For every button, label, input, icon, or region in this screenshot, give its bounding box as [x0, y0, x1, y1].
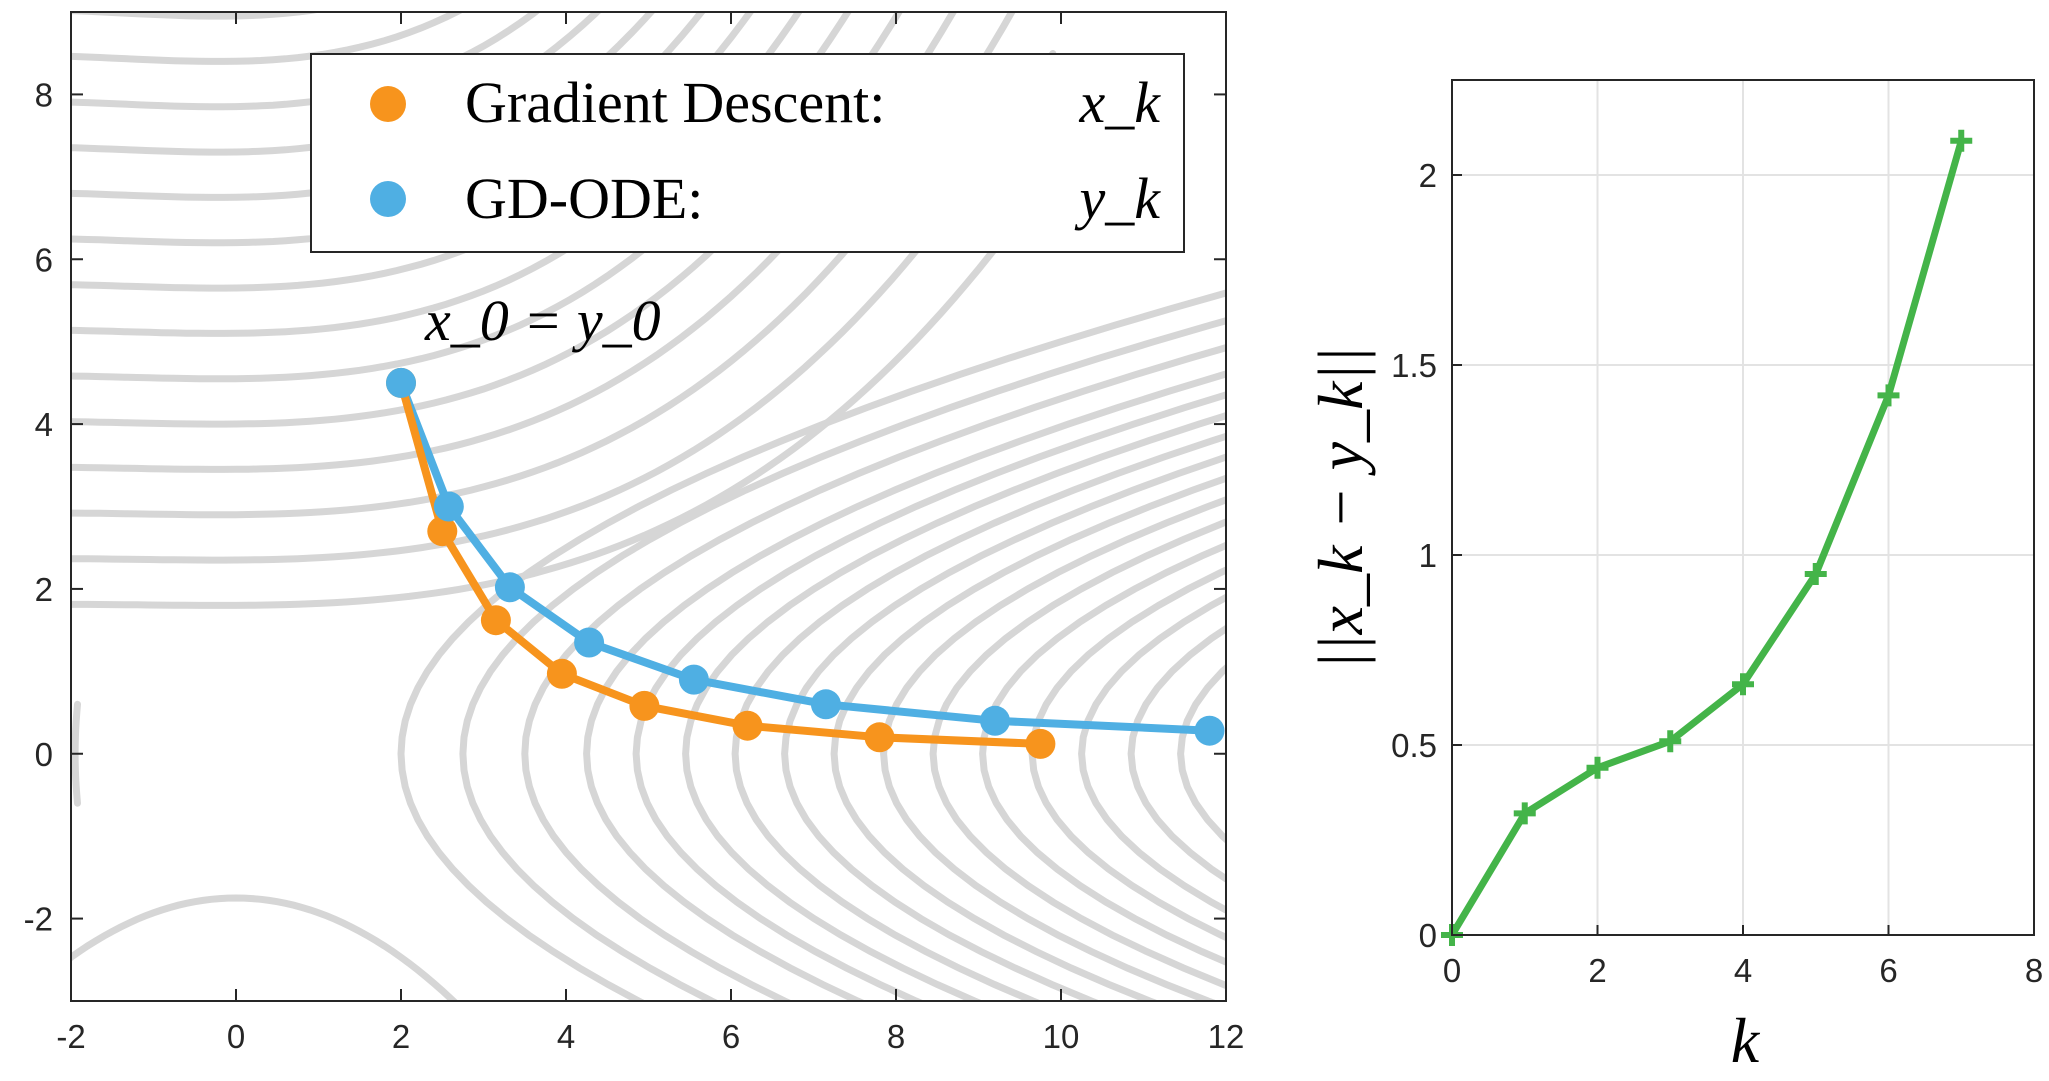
right-x-axis-label: k [1731, 1005, 1761, 1076]
contour-line [71, 12, 324, 20]
contour-line [71, 12, 541, 111]
distance-marker-4 [1732, 673, 1754, 696]
contour-line [632, 391, 1226, 1001]
distance-marker-7 [1950, 129, 1973, 152]
gradient-descent-point-6 [864, 722, 895, 753]
distance-marker-1 [1513, 802, 1536, 825]
gradient-descent-point-4 [629, 690, 660, 721]
contour-line [459, 317, 1226, 1001]
left-x-tick-label: 2 [392, 1018, 410, 1055]
start-annotation: x_0 = y_0 [424, 288, 661, 353]
contour-line [583, 370, 1226, 1001]
distance-marker-5 [1804, 563, 1827, 585]
left-x-tick-label: 8 [887, 1018, 905, 1055]
contour-line [71, 12, 852, 383]
legend-box [310, 53, 1185, 253]
left-y-tick-label: 8 [35, 76, 53, 113]
left-plot-frame [70, 11, 1227, 1002]
legend-label-gradient-descent: Gradient Descent: [465, 70, 885, 135]
gd-ode-point-3 [574, 627, 605, 658]
contour-line [830, 474, 1226, 1001]
left-y-tick-label: 2 [35, 571, 53, 608]
gd-ode-point-1 [433, 491, 464, 522]
contour-line [731, 432, 1226, 1001]
contour-line [1127, 624, 1226, 884]
right-y-tick-label: 0 [1419, 917, 1437, 954]
distance-marker-2 [1586, 756, 1609, 779]
gradient-descent-point-1 [427, 516, 458, 547]
right-x-tick-label: 0 [1443, 952, 1461, 989]
gradient-descent-point-7 [1025, 728, 1056, 759]
gradient-descent-point-3 [546, 658, 577, 689]
contour-line [1028, 566, 1226, 942]
gd-ode-point-6 [980, 705, 1010, 736]
contour-line [71, 12, 803, 337]
contour-line [880, 496, 1226, 1001]
gd-ode-point-4 [678, 664, 709, 695]
left-x-tick-label: 4 [557, 1018, 575, 1055]
legend-marker-gd-ode [370, 181, 406, 217]
distance-plot: 0 2 4 6 8 0 0.5 1 1.5 2 k ||x_k − y_k|| [1305, 79, 2043, 1076]
right-y-tick-label: 1 [1419, 537, 1437, 574]
contour-line [397, 289, 1226, 1001]
legend-symbol-gradient-descent: x_k [1079, 70, 1162, 135]
legend-marker-gradient-descent [370, 86, 406, 122]
distance-line [1452, 139, 1965, 935]
gd-ode-point-0 [386, 367, 416, 398]
left-y-tick-label: 0 [35, 736, 53, 773]
right-x-tick-label: 8 [2025, 952, 2043, 989]
right-x-tick-label: 2 [1588, 952, 1606, 989]
legend-symbol-gd-ode: y_k [1075, 166, 1162, 231]
distance-marker-6 [1877, 384, 1900, 407]
contour-line [71, 12, 465, 65]
gradient-descent-line [397, 381, 1041, 748]
contour-line [71, 166, 1057, 609]
gradient-descent-point-2 [480, 605, 511, 636]
contour-line [521, 344, 1226, 1001]
gradient-descent-point-5 [732, 710, 763, 741]
distance-marker-3 [1659, 730, 1682, 753]
contour-line [979, 541, 1226, 966]
left-y-tick-label: 6 [35, 241, 53, 278]
contour-line [781, 453, 1226, 1001]
left-y-tick-label: -2 [24, 901, 53, 938]
left-x-tick-label: 0 [227, 1018, 245, 1055]
left-x-tick-label: 6 [722, 1018, 740, 1055]
left-x-tick-label: 10 [1043, 1018, 1080, 1055]
right-y-tick-label: 2 [1419, 157, 1437, 194]
contour-line [71, 894, 459, 1001]
right-x-tick-label: 4 [1734, 952, 1752, 989]
legend-label-gd-ode: GD-ODE: [465, 166, 703, 231]
gd-ode-point-2 [494, 572, 525, 603]
contour-line [682, 411, 1226, 1001]
right-y-tick-label: 1.5 [1391, 347, 1437, 384]
right-x-tick-label: 6 [1879, 952, 1897, 989]
right-y-tick-label: 0.5 [1391, 727, 1437, 764]
contour-line [71, 12, 904, 428]
left-x-tick-label: 12 [1208, 1018, 1245, 1055]
left-y-tick-label: 4 [35, 406, 53, 443]
gd-ode-line [397, 381, 1210, 735]
trajectory-plot: -2 0 2 4 6 8 10 12 -2 0 2 4 6 8 x_0 = y_0 Gradient De… [24, 11, 1245, 1055]
legend: Gradient Descent: x_k GD-ODE: y_k [310, 53, 1185, 253]
contour-line [71, 50, 1057, 564]
gd-ode-point-5 [810, 689, 841, 720]
contour-line [1078, 593, 1226, 915]
gd-ode-point-7 [1194, 715, 1225, 746]
contour-line [929, 518, 1226, 990]
left-x-tick-label: -2 [56, 1018, 85, 1055]
right-y-axis-label: ||x_k − y_k|| [1305, 346, 1376, 669]
